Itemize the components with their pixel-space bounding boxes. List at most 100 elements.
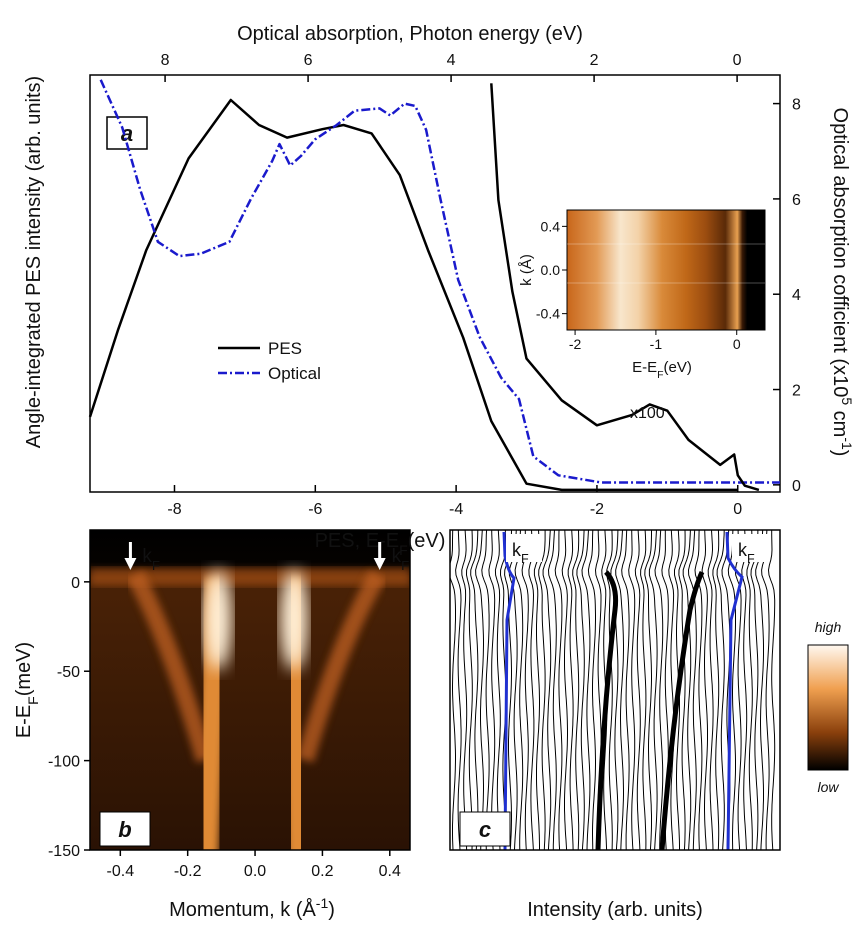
text-part: -1 bbox=[316, 895, 329, 911]
x-tick-label: 0 bbox=[733, 336, 741, 352]
text-part: F bbox=[747, 552, 755, 566]
legend-label: PES bbox=[268, 339, 302, 358]
kf-arrowhead bbox=[124, 558, 137, 570]
edc-trace bbox=[481, 530, 490, 850]
text-part: F bbox=[152, 558, 160, 573]
edc-trace bbox=[542, 530, 552, 850]
band-glow bbox=[296, 570, 386, 763]
text-part: k bbox=[512, 540, 522, 560]
text-part: E-E bbox=[13, 705, 35, 738]
edc-trace bbox=[734, 530, 742, 850]
x2-tick-label: 8 bbox=[161, 52, 170, 69]
kf-label: kF bbox=[512, 540, 529, 566]
legend-label: Optical bbox=[268, 364, 321, 383]
kf-label: kF bbox=[392, 546, 410, 573]
panel-c-traces bbox=[450, 530, 780, 850]
text-part: k bbox=[392, 546, 402, 567]
panel-label: b bbox=[118, 817, 131, 842]
edc-trace bbox=[455, 530, 462, 850]
edc-trace bbox=[648, 530, 658, 850]
edc-trace bbox=[475, 530, 484, 850]
edc-trace bbox=[628, 530, 636, 850]
text-part: Momentum, k (Å bbox=[169, 898, 316, 921]
edc-trace bbox=[461, 530, 468, 850]
text-part: F bbox=[401, 558, 409, 573]
colorbar-min-label: low bbox=[817, 779, 839, 795]
axis-title: Optical absorption, Photon energy (eV) bbox=[237, 23, 583, 45]
inset-band bbox=[567, 243, 765, 245]
x-tick-label: -8 bbox=[167, 501, 181, 518]
edc-trace bbox=[533, 530, 540, 850]
kf-label: kF bbox=[738, 540, 755, 566]
x-tick-label: -0.4 bbox=[107, 863, 135, 880]
edc-trace bbox=[716, 530, 725, 850]
colorbar bbox=[807, 644, 849, 771]
x-tick-label: 0.0 bbox=[244, 863, 266, 880]
x-tick-label: -2 bbox=[569, 336, 582, 352]
edc-trace bbox=[547, 530, 557, 850]
edc-trace bbox=[470, 530, 479, 850]
edc-trace bbox=[727, 530, 736, 850]
text-part: (eV) bbox=[664, 359, 692, 376]
y-tick-label: -50 bbox=[57, 664, 80, 681]
edc-trace bbox=[687, 530, 697, 850]
edc-trace bbox=[761, 530, 770, 850]
x-tick-label: -4 bbox=[449, 501, 463, 518]
text-part: F bbox=[657, 369, 663, 381]
edc-trace bbox=[668, 530, 675, 850]
edc-trace bbox=[576, 530, 585, 850]
band-core bbox=[204, 570, 232, 670]
axis-title: E-EF(eV) bbox=[632, 359, 692, 381]
band-glow bbox=[127, 570, 214, 763]
panel-label: c bbox=[479, 817, 491, 842]
edc-trace bbox=[488, 530, 496, 850]
axis-title: k (Å) bbox=[518, 254, 535, 286]
text-part: ) bbox=[328, 899, 335, 921]
edc-trace bbox=[504, 530, 512, 850]
edc-trace bbox=[640, 530, 647, 850]
y2-tick-label: 0 bbox=[792, 478, 801, 495]
x2-tick-label: 4 bbox=[447, 52, 456, 69]
edc-trace bbox=[701, 530, 708, 850]
edc-trace bbox=[712, 530, 720, 850]
x2-tick-label: 0 bbox=[733, 52, 742, 69]
x-tick-label: -0.2 bbox=[174, 863, 202, 880]
text-part: E-E bbox=[632, 359, 657, 376]
x-tick-label: -1 bbox=[650, 336, 663, 352]
text-part: 5 bbox=[839, 397, 855, 405]
band-core bbox=[280, 570, 308, 670]
edc-trace bbox=[678, 530, 686, 850]
edc-trace bbox=[587, 530, 596, 850]
inset-band bbox=[567, 282, 765, 284]
x2-tick-label: 2 bbox=[590, 52, 599, 69]
edc-trace bbox=[465, 530, 473, 850]
data-line bbox=[88, 98, 738, 492]
y2-tick-label: 8 bbox=[792, 97, 801, 114]
edc-trace bbox=[521, 530, 529, 850]
edc-trace bbox=[567, 530, 574, 850]
text-part: ) bbox=[829, 450, 851, 457]
kf-trace bbox=[725, 531, 744, 850]
axis-title: Momentum, k (Å-1) bbox=[169, 895, 335, 921]
edc-trace bbox=[750, 530, 759, 850]
axis-title: Optical absorption cofficient (x105 cm-1… bbox=[829, 108, 855, 457]
text-part: k bbox=[142, 546, 152, 567]
edc-trace bbox=[741, 530, 748, 850]
edc-trace bbox=[654, 530, 664, 850]
edc-trace bbox=[572, 530, 580, 850]
kf-label: kF bbox=[142, 546, 160, 573]
edc-trace bbox=[682, 530, 692, 850]
annotation-label: x100 bbox=[630, 405, 665, 422]
edc-trace bbox=[615, 530, 624, 850]
axis-title: PES, E-EF(eV) bbox=[315, 530, 446, 558]
y2-tick-label: 6 bbox=[792, 192, 801, 209]
kf-box bbox=[732, 534, 768, 562]
fermi-glow bbox=[90, 568, 410, 586]
panel-a-frame bbox=[89, 74, 781, 493]
edc-trace bbox=[581, 530, 591, 850]
text-part: (eV) bbox=[408, 530, 446, 552]
y-tick-label: -0.4 bbox=[536, 306, 560, 322]
data-line bbox=[99, 79, 780, 484]
